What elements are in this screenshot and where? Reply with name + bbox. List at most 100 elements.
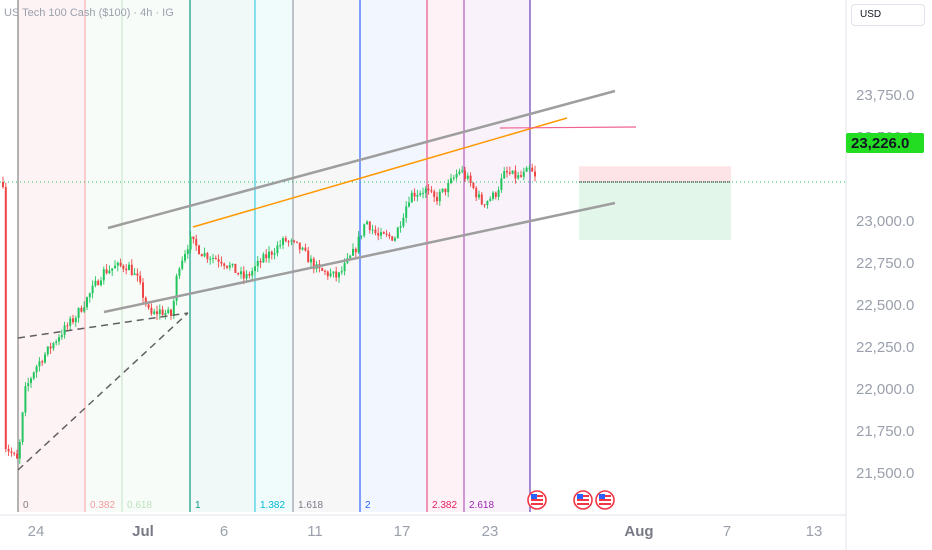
candle-body[interactable] [30,378,32,384]
candle-body[interactable] [58,337,60,342]
candle-body[interactable] [153,311,156,314]
candle-body[interactable] [240,271,242,275]
channel-upper-line[interactable] [107,89,616,230]
candle-body[interactable] [55,341,58,343]
candle-body[interactable] [321,268,324,271]
position-stop-zone[interactable] [579,166,731,183]
candle-body[interactable] [469,175,472,184]
candle-body[interactable] [363,224,366,236]
candle-body[interactable] [478,194,480,198]
candle-body[interactable] [130,264,133,276]
candle-body[interactable] [164,313,167,315]
candle-body[interactable] [366,221,368,225]
candle-body[interactable] [455,173,458,178]
candle-body[interactable] [72,318,74,323]
candle-body[interactable] [251,271,254,276]
candle-body[interactable] [522,171,525,177]
candle-body[interactable] [424,188,427,193]
candle-body[interactable] [161,309,164,315]
dashed-line-upper[interactable] [17,312,189,339]
candle-body[interactable] [506,171,508,173]
candle-body[interactable] [492,192,494,199]
candle-body[interactable] [511,170,514,174]
candle-body[interactable] [74,317,77,323]
candle-body[interactable] [217,259,220,262]
dashed-line-lower[interactable] [17,312,189,471]
candle-body[interactable] [94,280,97,286]
candle-body[interactable] [340,271,343,273]
candle-body[interactable] [63,325,66,335]
candle-body[interactable] [170,309,172,316]
candle-body[interactable] [438,191,441,202]
candle-body[interactable] [304,247,307,251]
candle-body[interactable] [472,183,475,189]
candle-body[interactable] [461,170,464,172]
candle-body[interactable] [447,182,450,193]
candle-body[interactable] [419,193,422,195]
candle-body[interactable] [206,253,209,259]
candle-body[interactable] [80,307,83,312]
candle-body[interactable] [91,285,94,294]
candle-body[interactable] [46,346,49,355]
candle-body[interactable] [2,182,4,188]
candle-body[interactable] [279,244,282,246]
candle-body[interactable] [111,268,114,271]
candle-body[interactable] [116,262,119,266]
candle-body[interactable] [248,274,251,276]
candle-body[interactable] [66,325,69,327]
candle-body[interactable] [394,238,396,241]
candle-body[interactable] [517,175,520,179]
candle-body[interactable] [335,271,338,278]
candle-body[interactable] [150,307,153,314]
candle-body[interactable] [430,190,433,192]
candle-body[interactable] [497,189,500,197]
candle-body[interactable] [332,271,335,274]
candle-body[interactable] [108,270,111,274]
candle-body[interactable] [10,451,13,453]
candle-body[interactable] [307,250,310,263]
candle-body[interactable] [195,239,198,246]
candle-body[interactable] [352,248,354,256]
candle-body[interactable] [77,307,80,318]
candle-body[interactable] [52,342,55,349]
candle-body[interactable] [382,232,385,234]
candle-body[interactable] [293,240,296,242]
candle-body[interactable] [525,167,528,172]
candle-body[interactable] [284,238,287,242]
candle-body[interactable] [234,263,237,273]
candle-body[interactable] [21,412,24,442]
symbol-title[interactable]: US Tech 100 Cash ($100) · 4h · IG [4,7,174,19]
candle-body[interactable] [192,236,195,240]
candle-body[interactable] [427,188,430,191]
candle-body[interactable] [433,191,436,197]
candle-body[interactable] [200,254,203,257]
candle-body[interactable] [368,221,371,230]
candle-body[interactable] [531,167,534,172]
candle-body[interactable] [466,175,469,179]
candle-body[interactable] [326,271,329,277]
candle-body[interactable] [282,238,284,245]
candle-body[interactable] [273,253,276,255]
candle-body[interactable] [97,280,100,286]
candle-body[interactable] [60,334,63,338]
candle-body[interactable] [38,361,41,367]
candle-body[interactable] [385,233,388,235]
candle-body[interactable] [242,271,245,279]
candle-body[interactable] [128,264,130,271]
candle-body[interactable] [69,318,72,326]
candle-body[interactable] [114,265,116,269]
candle-body[interactable] [122,265,125,269]
candle-body[interactable] [41,361,44,363]
candle-body[interactable] [231,263,234,266]
candle-body[interactable] [237,272,240,275]
candle-body[interactable] [514,170,517,179]
candle-body[interactable] [528,167,531,169]
candle-body[interactable] [349,255,352,259]
candle-body[interactable] [265,254,268,259]
candle-body[interactable] [212,257,214,259]
currency-button[interactable]: USD [851,4,925,26]
candle-body[interactable] [228,265,231,268]
candle-body[interactable] [223,263,226,266]
candle-body[interactable] [88,293,91,298]
